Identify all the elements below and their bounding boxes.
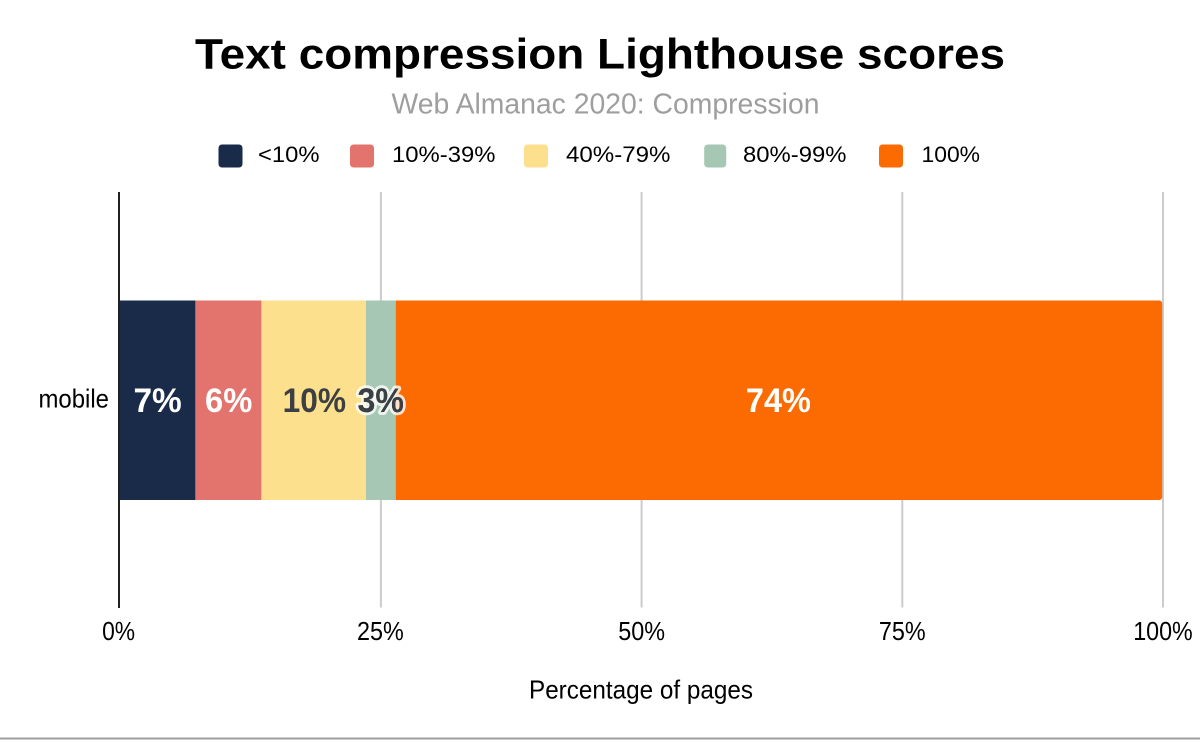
svg-text:Web Almanac 2020: Compression: Web Almanac 2020: Compression <box>392 89 820 121</box>
svg-text:80%-99%: 80%-99% <box>743 142 847 167</box>
svg-text:100%: 100% <box>922 142 981 167</box>
svg-text:10%: 10% <box>283 382 346 420</box>
svg-text:50%: 50% <box>618 618 665 646</box>
svg-text:75%: 75% <box>879 618 926 646</box>
svg-text:mobile: mobile <box>39 385 110 413</box>
svg-text:7%: 7% <box>133 382 181 420</box>
svg-text:6%: 6% <box>205 382 252 420</box>
svg-text:Percentage of pages: Percentage of pages <box>529 677 753 705</box>
svg-text:<10%: <10% <box>258 142 320 167</box>
svg-text:0%: 0% <box>102 618 135 646</box>
svg-text:3%: 3% <box>358 382 404 420</box>
svg-text:40%-79%: 40%-79% <box>566 142 671 167</box>
svg-text:100%: 100% <box>1133 618 1193 646</box>
svg-text:74%: 74% <box>746 382 811 420</box>
svg-text:10%-39%: 10%-39% <box>392 142 496 167</box>
svg-text:Text compression Lighthouse sc: Text compression Lighthouse scores <box>195 30 1005 78</box>
svg-text:25%: 25% <box>357 618 404 646</box>
svg-text:3%: 3% <box>358 382 404 420</box>
